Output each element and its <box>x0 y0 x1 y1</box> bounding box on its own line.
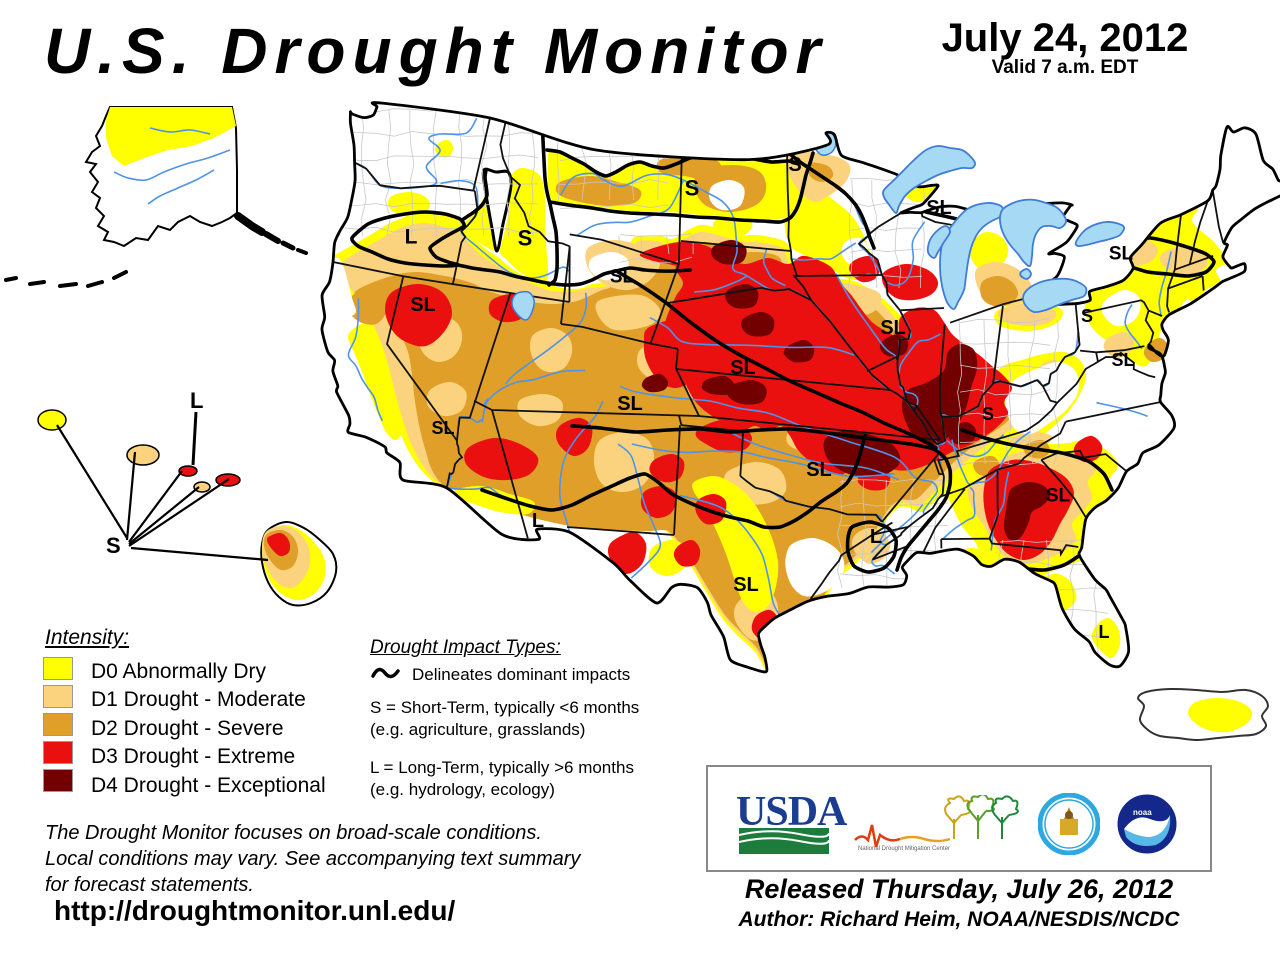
svg-text:L: L <box>405 226 418 249</box>
svg-text:L: L <box>532 510 544 532</box>
svg-text:SL: SL <box>431 418 454 438</box>
svg-text:S: S <box>788 154 801 176</box>
svg-text:SL: SL <box>733 574 759 596</box>
svg-text:National Drought Mitigation Ce: National Drought Mitigation Center <box>858 846 950 852</box>
svg-text:L: L <box>870 526 882 548</box>
svg-text:S: S <box>518 226 533 251</box>
svg-text:L: L <box>190 388 203 413</box>
svg-text:SL: SL <box>880 317 906 339</box>
svg-text:SL: SL <box>1109 244 1134 265</box>
svg-text:S: S <box>106 533 121 558</box>
svg-text:S: S <box>1081 306 1093 326</box>
svg-text:SL: SL <box>926 197 952 219</box>
svg-text:SL: SL <box>610 267 635 288</box>
svg-text:SL: SL <box>410 294 436 316</box>
svg-text:SL: SL <box>806 459 832 481</box>
svg-text:SL: SL <box>1111 350 1134 370</box>
svg-text:S: S <box>982 404 994 424</box>
svg-text:SL: SL <box>617 393 643 415</box>
svg-text:SL: SL <box>730 357 756 379</box>
svg-text:noaa: noaa <box>1133 808 1152 817</box>
svg-text:L: L <box>1099 622 1110 642</box>
svg-text:S: S <box>685 176 700 201</box>
svg-text:SL: SL <box>1046 486 1071 507</box>
